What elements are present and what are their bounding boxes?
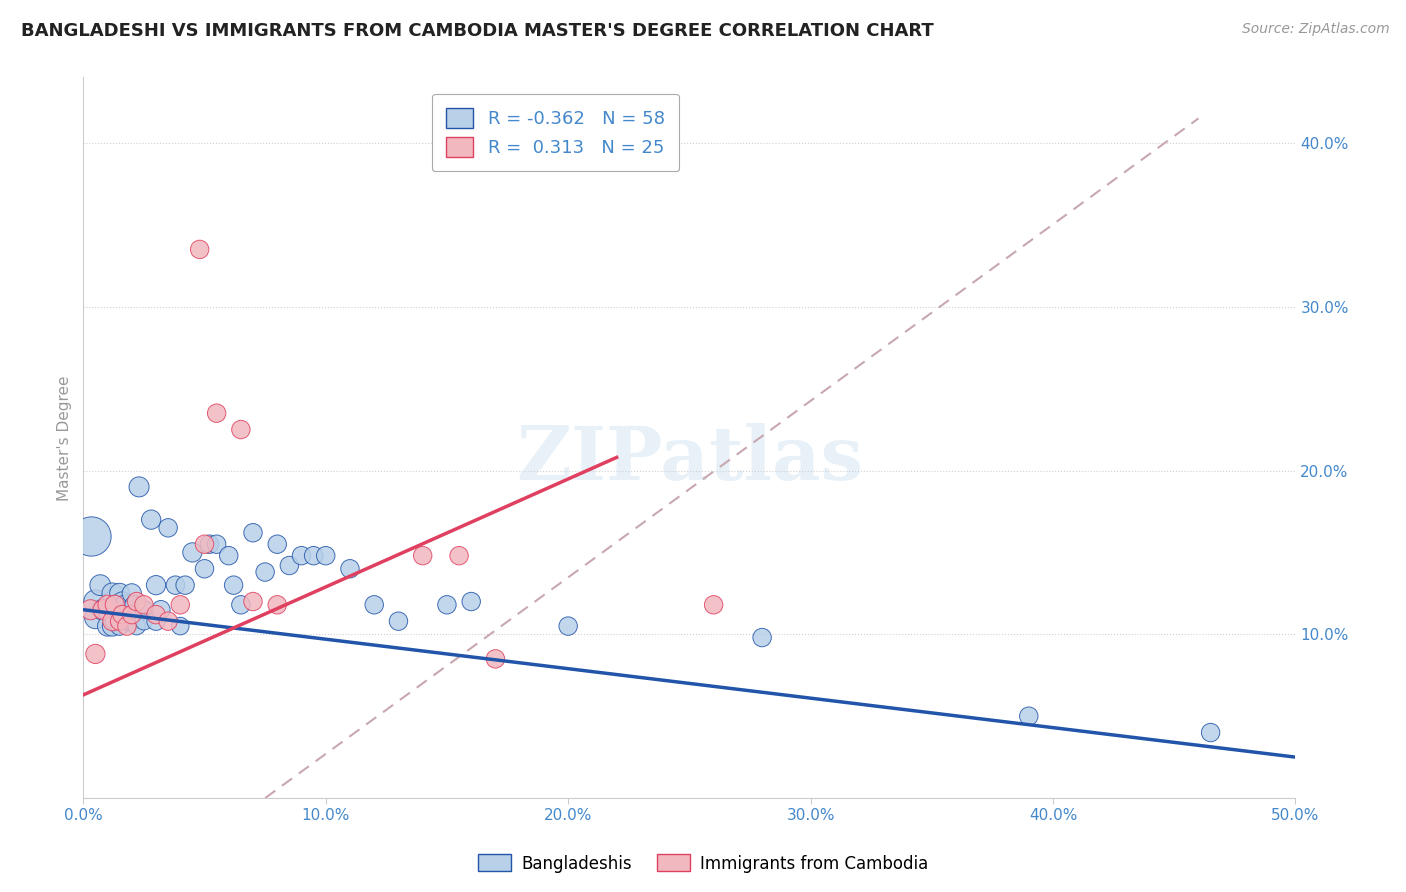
Point <box>145 578 167 592</box>
Point <box>188 243 211 257</box>
Point <box>193 537 215 551</box>
Point <box>132 603 155 617</box>
Text: Source: ZipAtlas.com: Source: ZipAtlas.com <box>1241 22 1389 37</box>
Point <box>436 598 458 612</box>
Point <box>449 549 471 563</box>
Point <box>157 521 180 535</box>
Point <box>339 562 361 576</box>
Point <box>169 598 191 612</box>
Point <box>125 607 148 622</box>
Point <box>108 619 131 633</box>
Point <box>104 598 127 612</box>
Point <box>115 607 138 622</box>
Point <box>79 529 101 543</box>
Point <box>205 406 228 420</box>
Point <box>121 607 143 622</box>
Point <box>84 611 107 625</box>
Point <box>104 598 127 612</box>
Point <box>108 586 131 600</box>
Point <box>242 594 264 608</box>
Point <box>118 603 141 617</box>
Point <box>218 549 240 563</box>
Point <box>363 598 385 612</box>
Point <box>91 603 114 617</box>
Point <box>125 594 148 608</box>
Point <box>96 598 118 612</box>
Point <box>132 598 155 612</box>
Point <box>254 565 277 579</box>
Point <box>169 619 191 633</box>
Point <box>128 480 150 494</box>
Legend: R = -0.362   N = 58, R =  0.313   N = 25: R = -0.362 N = 58, R = 0.313 N = 25 <box>432 94 679 171</box>
Point <box>229 598 252 612</box>
Point <box>266 537 288 551</box>
Point <box>111 594 134 608</box>
Point <box>484 652 506 666</box>
Point <box>91 603 114 617</box>
Point <box>125 619 148 633</box>
Point <box>460 594 482 608</box>
Point <box>229 423 252 437</box>
Point <box>181 545 204 559</box>
Point <box>96 603 118 617</box>
Point <box>242 525 264 540</box>
Point <box>205 537 228 551</box>
Point <box>145 607 167 622</box>
Point <box>104 614 127 628</box>
Point <box>315 549 337 563</box>
Point <box>703 598 725 612</box>
Point <box>101 586 124 600</box>
Point <box>121 586 143 600</box>
Point <box>111 607 134 622</box>
Point <box>111 611 134 625</box>
Point <box>84 594 107 608</box>
Text: ZIPatlas: ZIPatlas <box>516 423 863 496</box>
Point <box>174 578 197 592</box>
Point <box>89 578 111 592</box>
Point <box>193 562 215 576</box>
Y-axis label: Master's Degree: Master's Degree <box>58 375 72 500</box>
Point <box>1199 725 1222 739</box>
Point <box>1018 709 1040 723</box>
Point <box>141 513 163 527</box>
Text: BANGLADESHI VS IMMIGRANTS FROM CAMBODIA MASTER'S DEGREE CORRELATION CHART: BANGLADESHI VS IMMIGRANTS FROM CAMBODIA … <box>21 22 934 40</box>
Point <box>108 603 131 617</box>
Point <box>387 614 409 628</box>
Point <box>96 619 118 633</box>
Point <box>114 598 136 612</box>
Point <box>165 578 187 592</box>
Point <box>84 647 107 661</box>
Point <box>198 537 221 551</box>
Point <box>266 598 288 612</box>
Legend: Bangladeshis, Immigrants from Cambodia: Bangladeshis, Immigrants from Cambodia <box>471 847 935 880</box>
Point <box>108 614 131 628</box>
Point <box>122 598 145 612</box>
Point <box>121 614 143 628</box>
Point <box>145 614 167 628</box>
Point <box>222 578 245 592</box>
Point <box>115 619 138 633</box>
Point <box>302 549 325 563</box>
Point <box>157 614 180 628</box>
Point <box>79 603 101 617</box>
Point <box>557 619 579 633</box>
Point <box>412 549 434 563</box>
Point <box>278 558 301 573</box>
Point <box>290 549 312 563</box>
Point <box>101 619 124 633</box>
Point <box>115 614 138 628</box>
Point <box>149 603 172 617</box>
Point <box>132 614 155 628</box>
Point <box>101 614 124 628</box>
Point <box>751 631 773 645</box>
